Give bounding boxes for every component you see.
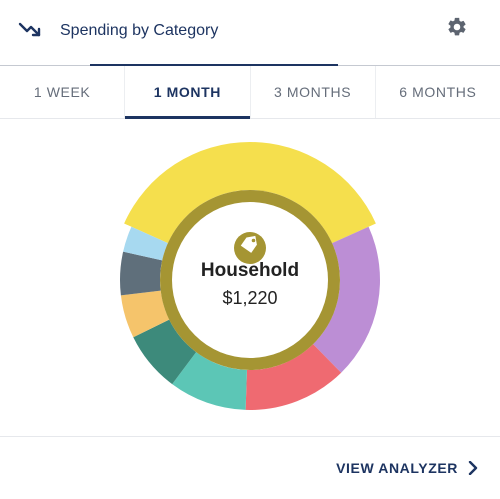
donut-slice-5[interactable] [120,290,170,338]
view-analyzer-button[interactable]: VIEW ANALYZER [336,460,478,476]
donut-slice-1[interactable] [313,226,380,373]
gear-icon[interactable] [446,16,468,38]
donut-slice-3[interactable] [172,352,247,410]
tag-icon [234,232,266,264]
selected-category-amount: $1,220 [222,288,278,308]
selected-category-name: Household [200,260,300,281]
tab-3-months[interactable]: 3 MONTHS [251,66,376,118]
donut-slice-0[interactable] [124,142,376,244]
chevron-right-icon [468,461,478,475]
spending-donut-chart[interactable] [100,130,400,430]
donut-slice-6[interactable] [120,251,163,296]
footer-divider [0,436,500,437]
tab-6-months[interactable]: 6 MONTHS [399,84,477,100]
header-divider-accent [90,64,338,66]
selected-category-summary: Household $1,220 [160,260,340,309]
donut-slice-2[interactable] [245,344,342,410]
donut-slice-4[interactable] [133,319,197,385]
page-title: Spending by Category [60,22,219,39]
tab-1-week[interactable]: 1 WEEK [0,66,126,118]
trending-down-icon [18,22,41,37]
period-tabs: 1 WEEK 1 MONTH 3 MONTHS 6 MONTHS [0,66,500,119]
view-analyzer-label: VIEW ANALYZER [336,460,458,476]
tab-1-month[interactable]: 1 MONTH [125,66,251,119]
app-header: Spending by Category [0,0,500,64]
donut-slice-7[interactable] [123,226,168,261]
donut-center [172,202,328,358]
